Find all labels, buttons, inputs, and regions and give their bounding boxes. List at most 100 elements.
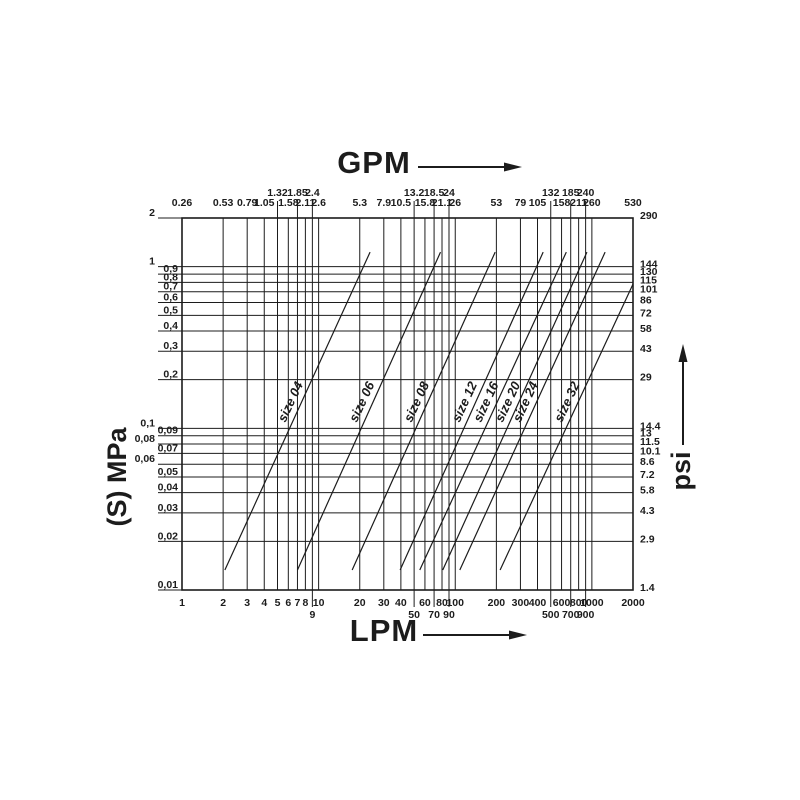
bottom-tick-label: 7	[295, 597, 301, 609]
top-tick-label: 0.53	[213, 197, 234, 209]
bottom-tick-label: 80	[436, 597, 448, 609]
psi-arrowhead-icon	[678, 344, 688, 362]
right-tick-label: 13	[640, 428, 652, 440]
bottom-tick-label: 40	[395, 597, 407, 609]
top-tick-label: 2.4	[305, 187, 320, 199]
top-tick-label: 15.8	[415, 197, 436, 209]
top-tick-label: 185	[562, 187, 580, 199]
right-tick-label: 10.1	[640, 445, 661, 457]
left-tick-label: 0,4	[163, 320, 178, 332]
left-tick-label: 0,05	[158, 466, 179, 478]
left-tick-label: 0,7	[163, 281, 178, 293]
bottom-tick-label: 70	[428, 609, 440, 621]
left-tick-label: 0,03	[158, 502, 179, 514]
top-tick-label: 260	[583, 197, 601, 209]
lpm-arrowhead-icon	[509, 630, 527, 640]
top-tick-label: 13.2	[404, 187, 425, 199]
right-tick-label: 1.4	[640, 582, 655, 594]
right-tick-label: 29	[640, 372, 652, 384]
bottom-tick-label: 900	[577, 609, 595, 621]
right-tick-label: 43	[640, 343, 652, 355]
top-tick-label: 7.9	[377, 197, 392, 209]
top-tick-label: 79	[515, 197, 527, 209]
gpm-arrowhead-icon	[504, 162, 522, 172]
plot-border	[181, 217, 634, 591]
top-tick-label: 211	[570, 197, 587, 209]
right-tick-label: 72	[640, 307, 652, 319]
bottom-tick-label: 4	[261, 597, 267, 609]
bottom-tick-label: 700	[562, 609, 580, 621]
top-tick-label: 18.5	[424, 187, 445, 199]
bottom-tick-label: 1	[179, 597, 185, 609]
bottom-tick-label: 100	[446, 597, 464, 609]
top-tick-label: 2.6	[311, 197, 326, 209]
top-tick-label: 5.3	[352, 197, 367, 209]
top-tick-label: 10.5	[391, 197, 412, 209]
series-line-size-04	[224, 251, 371, 571]
bottom-tick-label: 400	[529, 597, 547, 609]
right-tick-label: 130	[640, 266, 658, 278]
series-line-size-16	[419, 251, 567, 571]
bottom-tick-label: 50	[408, 609, 420, 621]
bottom-tick-label: 60	[419, 597, 431, 609]
left-tick-label: 0,01	[158, 579, 179, 591]
right-tick-label: 8.6	[640, 456, 655, 468]
right-tick-label: 5.8	[640, 485, 655, 497]
top-tick-label: 0.79	[237, 197, 258, 209]
bottom-tick-label: 5	[275, 597, 281, 609]
top-tick-label: 53	[491, 197, 503, 209]
bottom-tick-label: 500	[542, 609, 560, 621]
left-tick-label: 0,06	[135, 453, 156, 465]
left-tick-label: 0,04	[158, 482, 179, 494]
right-tick-label: 58	[640, 323, 652, 335]
bottom-tick-label: 20	[354, 597, 366, 609]
bottom-tick-label: 1000	[580, 597, 604, 609]
bottom-tick-label: 800	[570, 597, 588, 609]
bottom-tick-label: 90	[443, 609, 455, 621]
left-axis-title: (S) MPa	[102, 427, 132, 527]
top-tick-label: 1.85	[287, 187, 308, 199]
top-tick-label: 158	[553, 197, 571, 209]
right-axis-title: psi	[666, 451, 696, 491]
top-tick-label: 21.1	[432, 197, 453, 209]
bottom-tick-label: 10	[313, 597, 325, 609]
bottom-tick-label: 2000	[621, 597, 645, 609]
bottom-tick-label: 6	[285, 597, 291, 609]
top-tick-label: 1.32	[267, 187, 288, 199]
left-tick-label: 0,09	[158, 425, 179, 437]
left-tick-label: 0,3	[163, 340, 178, 352]
right-tick-label: 11.5	[640, 436, 660, 448]
bottom-tick-label: 300	[512, 597, 530, 609]
left-tick-label: 1	[149, 256, 155, 268]
right-tick-label: 101	[640, 284, 658, 296]
top-tick-label: 2.11	[295, 197, 315, 209]
left-tick-label: 2	[149, 207, 155, 219]
left-tick-label: 0,2	[163, 369, 178, 381]
bottom-tick-label: 200	[488, 597, 506, 609]
top-tick-label: 0.26	[172, 197, 193, 209]
bottom-tick-label: 3	[244, 597, 250, 609]
right-tick-label: 2.9	[640, 533, 655, 545]
left-tick-label: 0,07	[158, 442, 179, 454]
left-tick-label: 0,6	[163, 292, 178, 304]
series-line-size-32	[499, 283, 634, 571]
top-tick-label: 105	[529, 197, 547, 209]
series-line-size-06	[296, 251, 442, 571]
right-tick-label: 144	[640, 259, 658, 271]
left-tick-label: 0,02	[158, 530, 179, 542]
left-tick-label: 0,8	[163, 271, 178, 283]
bottom-tick-label: 2	[220, 597, 226, 609]
top-tick-label: 530	[624, 197, 642, 209]
right-tick-label: 7.2	[640, 469, 655, 481]
series-line-size-08	[351, 251, 496, 571]
series-line-size-12	[399, 251, 544, 571]
top-tick-label: 240	[577, 187, 595, 199]
bottom-tick-label: 30	[378, 597, 390, 609]
bottom-tick-label: 9	[309, 609, 315, 621]
series-line-size-24	[459, 251, 606, 571]
right-tick-label: 115	[640, 274, 657, 286]
left-tick-label: 0,9	[163, 263, 178, 275]
bottom-tick-label: 8	[302, 597, 308, 609]
